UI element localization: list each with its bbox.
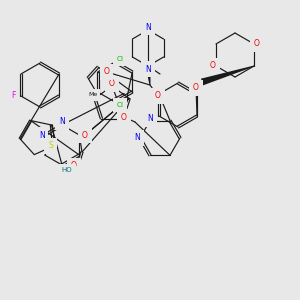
Text: F: F <box>11 92 15 100</box>
Text: O: O <box>71 161 77 170</box>
Text: HO: HO <box>62 167 72 173</box>
Text: Cl: Cl <box>116 56 124 62</box>
Text: S: S <box>48 142 53 151</box>
Text: O: O <box>121 112 127 122</box>
Text: N: N <box>145 22 151 32</box>
Text: N: N <box>145 64 151 74</box>
Text: O: O <box>193 83 199 92</box>
Text: O: O <box>254 40 260 49</box>
Text: O: O <box>82 130 88 140</box>
Text: N: N <box>39 130 45 140</box>
Text: N: N <box>134 134 140 142</box>
Polygon shape <box>201 65 254 85</box>
Text: Me: Me <box>88 92 97 98</box>
Polygon shape <box>146 66 151 85</box>
Text: O: O <box>109 80 115 88</box>
Text: N: N <box>59 118 65 127</box>
Text: N: N <box>147 114 153 123</box>
Text: O: O <box>104 68 110 76</box>
Text: Cl: Cl <box>116 102 124 108</box>
Text: O: O <box>155 92 161 100</box>
Text: O: O <box>210 61 216 70</box>
